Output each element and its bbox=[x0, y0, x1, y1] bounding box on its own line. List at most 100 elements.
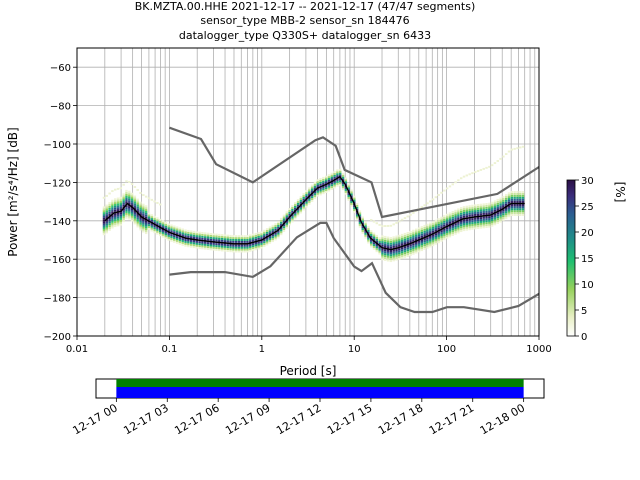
heatmap-cell bbox=[153, 231, 156, 234]
heatmap-cell-outlier bbox=[403, 217, 407, 220]
heatmap-cell bbox=[384, 241, 387, 244]
heatmap-cell bbox=[260, 237, 263, 240]
heatmap-cell bbox=[294, 202, 297, 205]
heatmap-cell-outlier bbox=[468, 173, 471, 176]
heatmap-cell bbox=[403, 250, 407, 253]
heatmap-cell bbox=[398, 250, 401, 253]
heatmap-cell bbox=[448, 222, 452, 224]
heatmap-cell bbox=[251, 247, 255, 250]
heatmap-cell bbox=[122, 199, 125, 202]
heatmap-cell bbox=[476, 209, 480, 212]
heatmap-cell-outlier bbox=[496, 160, 499, 162]
heatmap-cell bbox=[516, 204, 519, 207]
heatmap-cell bbox=[367, 230, 370, 232]
heatmap-cell bbox=[102, 221, 106, 224]
heatmap-cell bbox=[243, 244, 246, 247]
heatmap-cell bbox=[184, 242, 187, 245]
heatmap-cell bbox=[459, 226, 463, 229]
heatmap-cell bbox=[130, 213, 134, 216]
heatmap-cell bbox=[161, 231, 165, 234]
heatmap-cell bbox=[398, 253, 401, 256]
heatmap-cell bbox=[268, 230, 272, 233]
heatmap-cell bbox=[409, 234, 412, 237]
heatmap-cell bbox=[243, 248, 246, 251]
heatmap-cell bbox=[389, 256, 393, 259]
heatmap-cell bbox=[133, 216, 137, 219]
heatmap-cell bbox=[108, 225, 111, 228]
heatmap-cell bbox=[465, 219, 469, 222]
heatmap-cell bbox=[246, 235, 249, 238]
heatmap-cell bbox=[108, 221, 111, 224]
heatmap-cell bbox=[369, 230, 373, 233]
heatmap-cell bbox=[355, 204, 359, 207]
heatmap-cell bbox=[122, 214, 125, 217]
heatmap-cell bbox=[344, 177, 348, 180]
heatmap-cell bbox=[459, 209, 463, 211]
heatmap-cell bbox=[133, 214, 137, 217]
time-tick-label: 12-17 18 bbox=[376, 401, 425, 437]
heatmap-cell bbox=[358, 210, 362, 213]
heatmap-cell bbox=[504, 211, 508, 214]
heatmap-cell bbox=[249, 234, 252, 237]
heatmap-cell bbox=[240, 244, 244, 247]
heatmap-cell bbox=[195, 233, 198, 236]
heatmap-cell bbox=[490, 203, 494, 206]
heatmap-cell bbox=[254, 236, 258, 239]
heatmap-cell bbox=[471, 225, 474, 228]
heatmap-cell bbox=[462, 229, 466, 232]
heatmap-cell bbox=[310, 186, 314, 189]
heatmap-cell bbox=[462, 210, 466, 212]
heatmap-cell bbox=[496, 202, 499, 205]
heatmap-cell bbox=[294, 205, 297, 208]
heatmap-cell bbox=[209, 244, 213, 247]
heatmap-cell bbox=[414, 249, 418, 252]
heatmap-cell bbox=[308, 197, 311, 199]
heatmap-cell bbox=[299, 211, 303, 214]
heatmap-cell bbox=[144, 226, 148, 229]
heatmap-cell bbox=[198, 245, 201, 248]
heatmap-cell bbox=[313, 183, 317, 186]
heatmap-cell bbox=[395, 239, 398, 242]
heatmap-cell bbox=[429, 222, 432, 225]
heatmap-cell bbox=[159, 232, 162, 235]
heatmap-cell bbox=[364, 227, 367, 230]
heatmap-cell bbox=[400, 256, 404, 259]
heatmap-cell bbox=[369, 234, 373, 236]
heatmap-cell bbox=[521, 204, 525, 207]
heatmap-cell bbox=[417, 236, 421, 239]
heatmap-cell bbox=[341, 188, 345, 191]
heatmap-cell bbox=[434, 225, 438, 228]
heatmap-cell bbox=[454, 230, 457, 233]
heatmap-cell bbox=[223, 240, 227, 243]
heatmap-cell bbox=[448, 229, 452, 232]
heatmap-cell bbox=[133, 222, 137, 225]
heatmap-cell bbox=[291, 216, 294, 219]
heatmap-cell bbox=[240, 246, 244, 249]
heatmap-cell bbox=[479, 209, 483, 212]
heatmap-cell bbox=[468, 205, 471, 208]
heatmap-cell bbox=[246, 237, 249, 240]
heatmap-cell bbox=[353, 207, 356, 210]
heatmap-cell bbox=[251, 249, 255, 251]
heatmap-cell bbox=[499, 205, 502, 208]
heatmap-cell bbox=[454, 209, 457, 212]
heatmap-cell bbox=[474, 206, 477, 209]
heatmap-cell bbox=[502, 211, 505, 214]
heatmap-cell bbox=[499, 218, 502, 221]
heatmap-cell bbox=[330, 188, 334, 191]
heatmap-cell bbox=[440, 220, 443, 223]
heatmap-cell bbox=[457, 223, 460, 226]
heatmap-cell bbox=[448, 218, 452, 221]
heatmap-cell bbox=[353, 195, 356, 198]
heatmap-cell bbox=[201, 247, 204, 250]
heatmap-cell bbox=[479, 219, 483, 221]
heatmap-cell bbox=[406, 233, 409, 236]
heatmap-cell bbox=[496, 212, 499, 215]
heatmap-cell bbox=[128, 207, 131, 210]
heatmap-cell bbox=[116, 201, 120, 204]
heatmap-cell bbox=[381, 254, 384, 257]
heatmap-cell bbox=[215, 247, 218, 249]
heatmap-cell bbox=[502, 195, 505, 198]
heatmap-cell-outlier bbox=[409, 213, 412, 216]
heatmap-cell bbox=[409, 250, 412, 253]
